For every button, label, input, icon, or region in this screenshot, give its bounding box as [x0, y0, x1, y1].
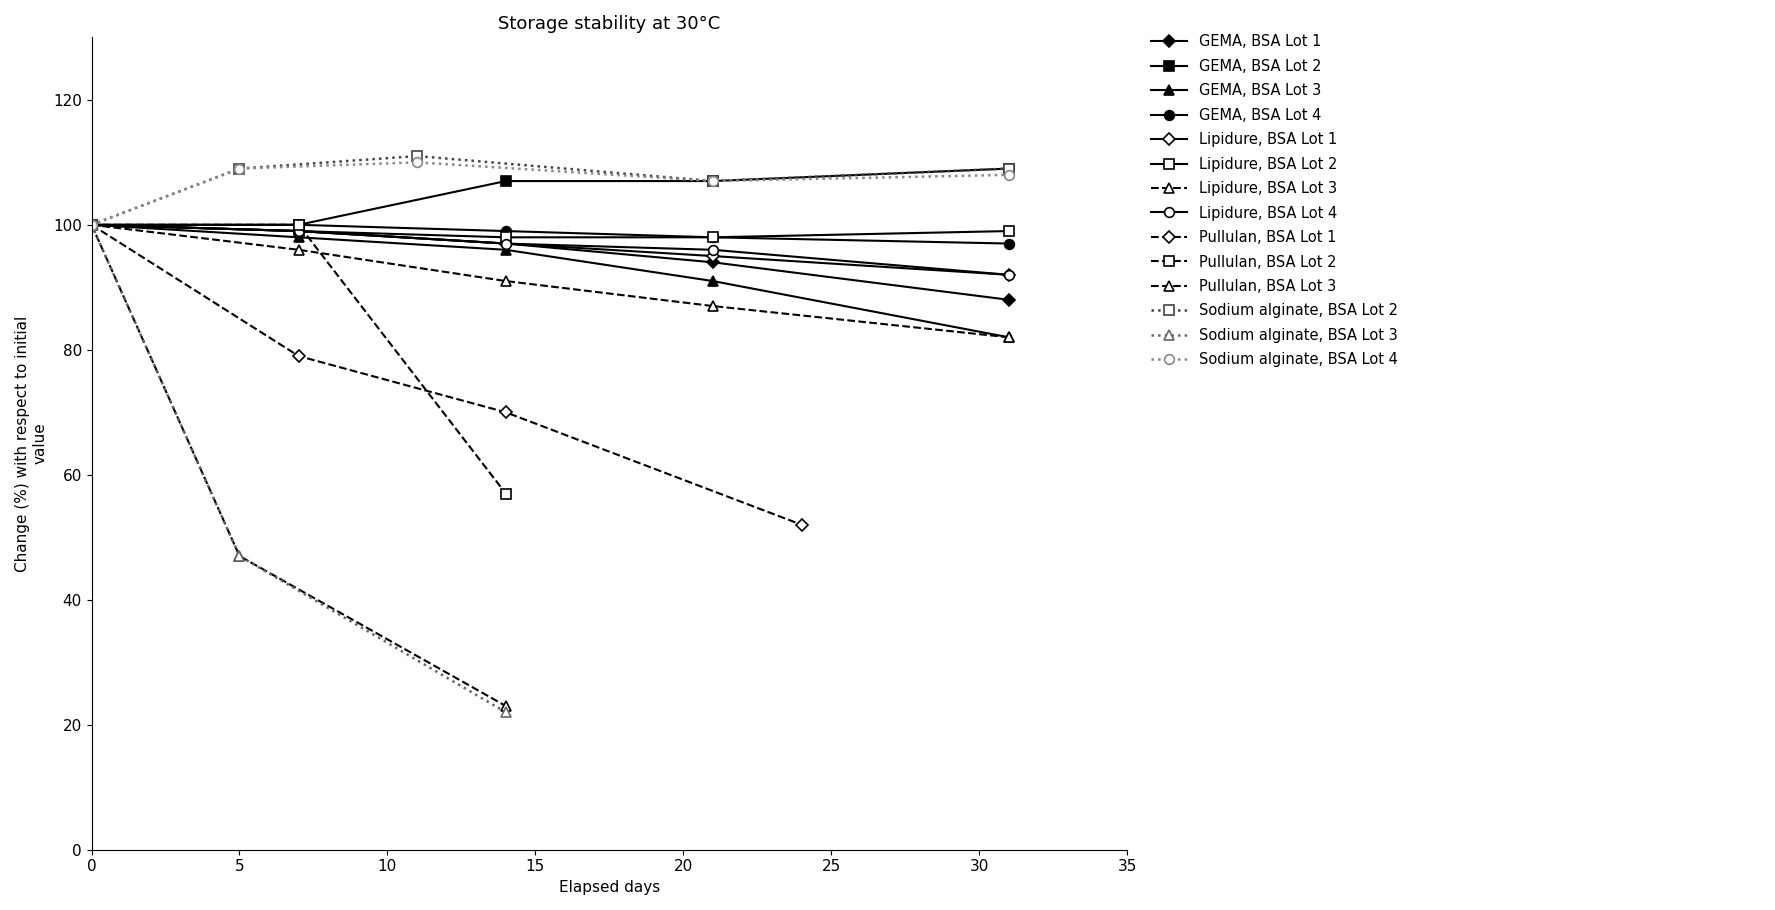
Line: Lipidure, BSA Lot 4: Lipidure, BSA Lot 4 — [87, 220, 1014, 279]
Lipidure, BSA Lot 4 — [495, 238, 517, 249]
GEMA, BSA Lot 4 — [703, 232, 724, 243]
Pullulan, BSA Lot 3 — [82, 219, 103, 230]
Title: Storage stability at 30°C: Storage stability at 30°C — [499, 15, 721, 33]
Y-axis label: Change (%) with respect to initial
value: Change (%) with respect to initial value — [14, 316, 48, 571]
Sodium alginate, BSA Lot 3 — [229, 551, 250, 561]
Sodium alginate, BSA Lot 4 — [82, 219, 103, 230]
Line: Sodium alginate, BSA Lot 2: Sodium alginate, BSA Lot 2 — [87, 151, 1014, 229]
GEMA, BSA Lot 2 — [998, 163, 1019, 174]
Lipidure, BSA Lot 3 — [82, 219, 103, 230]
Lipidure, BSA Lot 3 — [495, 276, 517, 287]
Sodium alginate, BSA Lot 3 — [495, 707, 517, 718]
GEMA, BSA Lot 4 — [998, 238, 1019, 249]
Lipidure, BSA Lot 2 — [288, 226, 309, 237]
Lipidure, BSA Lot 2 — [82, 219, 103, 230]
Line: Lipidure, BSA Lot 2: Lipidure, BSA Lot 2 — [87, 220, 1014, 242]
Lipidure, BSA Lot 2 — [998, 226, 1019, 237]
Legend: GEMA, BSA Lot 1, GEMA, BSA Lot 2, GEMA, BSA Lot 3, GEMA, BSA Lot 4, Lipidure, BS: GEMA, BSA Lot 1, GEMA, BSA Lot 2, GEMA, … — [1145, 28, 1404, 373]
Line: GEMA, BSA Lot 3: GEMA, BSA Lot 3 — [87, 220, 1014, 342]
Pullulan, BSA Lot 2 — [82, 219, 103, 230]
GEMA, BSA Lot 3 — [82, 219, 103, 230]
GEMA, BSA Lot 2 — [82, 219, 103, 230]
Lipidure, BSA Lot 4 — [998, 269, 1019, 280]
GEMA, BSA Lot 2 — [288, 219, 309, 230]
Pullulan, BSA Lot 2 — [288, 219, 309, 230]
Lipidure, BSA Lot 3 — [998, 332, 1019, 343]
Lipidure, BSA Lot 4 — [703, 245, 724, 256]
Sodium alginate, BSA Lot 4 — [406, 157, 428, 167]
GEMA, BSA Lot 3 — [998, 332, 1019, 343]
GEMA, BSA Lot 3 — [703, 276, 724, 287]
GEMA, BSA Lot 3 — [288, 232, 309, 243]
GEMA, BSA Lot 4 — [495, 226, 517, 237]
Line: Lipidure, BSA Lot 1: Lipidure, BSA Lot 1 — [87, 220, 1014, 279]
Pullulan, BSA Lot 3 — [495, 701, 517, 712]
GEMA, BSA Lot 1 — [998, 294, 1019, 305]
GEMA, BSA Lot 2 — [495, 176, 517, 187]
Line: GEMA, BSA Lot 2: GEMA, BSA Lot 2 — [87, 164, 1014, 229]
Lipidure, BSA Lot 4 — [82, 219, 103, 230]
Pullulan, BSA Lot 3 — [229, 551, 250, 561]
X-axis label: Elapsed days: Elapsed days — [559, 880, 660, 895]
Lipidure, BSA Lot 1 — [288, 226, 309, 237]
Sodium alginate, BSA Lot 2 — [406, 151, 428, 162]
Line: GEMA, BSA Lot 1: GEMA, BSA Lot 1 — [87, 220, 1014, 304]
Line: Sodium alginate, BSA Lot 4: Sodium alginate, BSA Lot 4 — [87, 157, 1014, 229]
Sodium alginate, BSA Lot 4 — [703, 176, 724, 187]
Line: GEMA, BSA Lot 4: GEMA, BSA Lot 4 — [87, 220, 1014, 248]
GEMA, BSA Lot 1 — [495, 238, 517, 249]
Lipidure, BSA Lot 2 — [703, 232, 724, 243]
Sodium alginate, BSA Lot 3 — [82, 219, 103, 230]
Lipidure, BSA Lot 3 — [288, 245, 309, 256]
Pullulan, BSA Lot 1 — [495, 407, 517, 418]
Lipidure, BSA Lot 1 — [495, 238, 517, 249]
Sodium alginate, BSA Lot 2 — [998, 163, 1019, 174]
Sodium alginate, BSA Lot 2 — [703, 176, 724, 187]
GEMA, BSA Lot 4 — [82, 219, 103, 230]
GEMA, BSA Lot 3 — [495, 245, 517, 256]
GEMA, BSA Lot 2 — [703, 176, 724, 187]
Sodium alginate, BSA Lot 4 — [998, 169, 1019, 180]
GEMA, BSA Lot 1 — [82, 219, 103, 230]
Lipidure, BSA Lot 1 — [703, 250, 724, 261]
Sodium alginate, BSA Lot 2 — [229, 163, 250, 174]
GEMA, BSA Lot 4 — [288, 219, 309, 230]
Line: Pullulan, BSA Lot 2: Pullulan, BSA Lot 2 — [87, 220, 511, 499]
Line: Pullulan, BSA Lot 1: Pullulan, BSA Lot 1 — [87, 220, 806, 529]
Lipidure, BSA Lot 2 — [495, 232, 517, 243]
Pullulan, BSA Lot 1 — [82, 219, 103, 230]
GEMA, BSA Lot 1 — [288, 226, 309, 237]
Lipidure, BSA Lot 4 — [288, 226, 309, 237]
Pullulan, BSA Lot 2 — [495, 488, 517, 499]
Sodium alginate, BSA Lot 2 — [82, 219, 103, 230]
Lipidure, BSA Lot 3 — [703, 300, 724, 311]
Line: Lipidure, BSA Lot 3: Lipidure, BSA Lot 3 — [87, 220, 1014, 342]
Pullulan, BSA Lot 1 — [792, 520, 813, 531]
Pullulan, BSA Lot 1 — [288, 350, 309, 361]
Line: Pullulan, BSA Lot 3: Pullulan, BSA Lot 3 — [87, 220, 511, 711]
Lipidure, BSA Lot 1 — [998, 269, 1019, 280]
GEMA, BSA Lot 1 — [703, 257, 724, 268]
Line: Sodium alginate, BSA Lot 3: Sodium alginate, BSA Lot 3 — [87, 220, 511, 717]
Lipidure, BSA Lot 1 — [82, 219, 103, 230]
Sodium alginate, BSA Lot 4 — [229, 163, 250, 174]
